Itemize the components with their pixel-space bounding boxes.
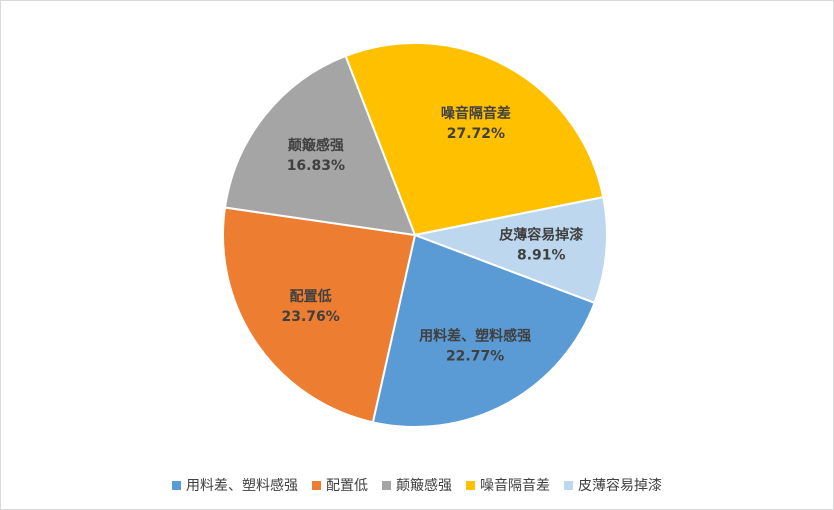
slice-label: 噪音隔音差	[441, 105, 511, 122]
pie-slice	[223, 54, 417, 237]
slice-value: 8.91%	[517, 247, 566, 263]
legend-swatch	[564, 481, 573, 490]
legend-swatch	[466, 481, 475, 490]
legend-swatch	[312, 481, 321, 490]
pie-slice	[222, 206, 417, 424]
slice-value: 16.83%	[287, 158, 345, 174]
legend-swatch	[172, 481, 181, 490]
slice-value: 27.72%	[447, 126, 505, 142]
slice-label: 颠簸感强	[287, 137, 344, 154]
legend: 用料差、塑料感强 配置低 颠簸感强 噪音隔音差 皮薄容易掉漆	[172, 477, 662, 494]
slice-value: 22.77%	[446, 349, 504, 365]
legend-label: 配置低	[326, 478, 368, 494]
legend-swatch	[382, 481, 391, 490]
pie-slice	[344, 42, 605, 237]
slice-label: 皮薄容易掉漆	[498, 226, 583, 243]
legend-label: 用料差、塑料感强	[186, 477, 298, 494]
pie-slice	[411, 195, 608, 305]
pie-slice	[371, 233, 596, 428]
slice-value: 23.76%	[281, 309, 339, 325]
slice-label: 用料差、塑料感强	[419, 328, 531, 345]
slice-label: 配置低	[290, 288, 332, 305]
legend-label: 皮薄容易掉漆	[578, 477, 662, 494]
legend-label: 噪音隔音差	[480, 477, 550, 494]
legend-label: 颠簸感强	[396, 477, 452, 494]
